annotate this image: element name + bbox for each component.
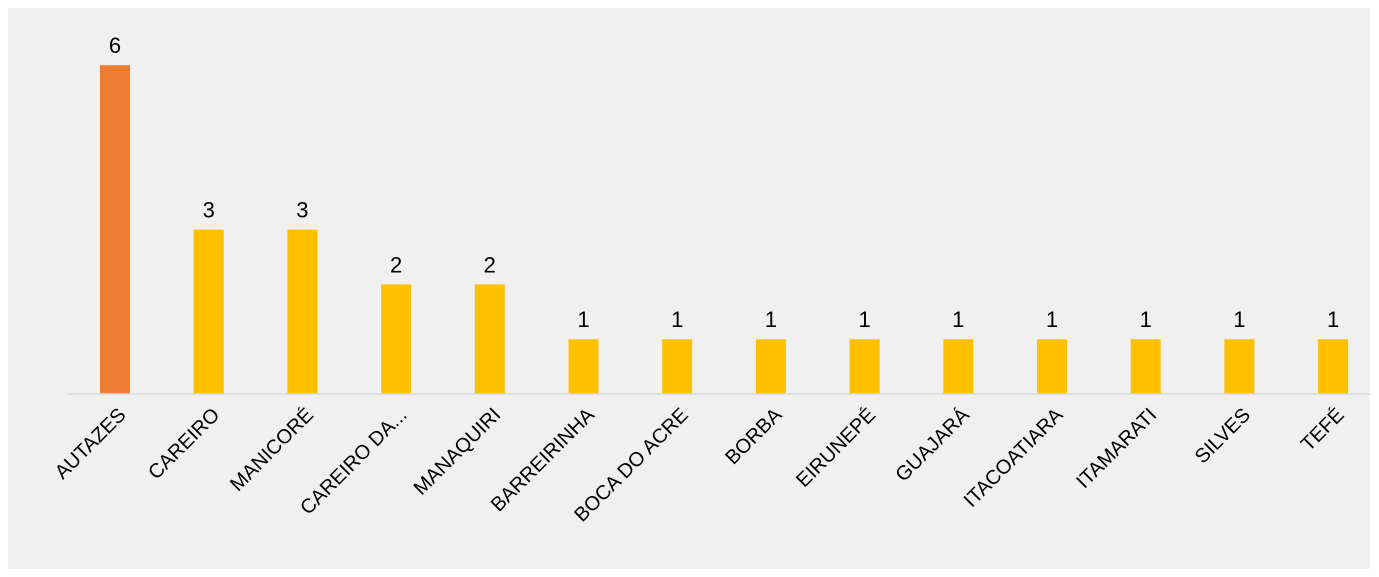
data-label-manaquiri: 2 <box>484 252 496 277</box>
bar-itamarati <box>1130 339 1161 394</box>
bar-autazes <box>100 65 130 394</box>
data-label-barreirinha: 1 <box>577 307 589 332</box>
x-tick-label-tefe: TEFÉ <box>1296 403 1348 455</box>
data-label-silves: 1 <box>1233 307 1245 332</box>
bar-guajara <box>943 339 974 394</box>
data-label-itacoatiara: 1 <box>1046 307 1058 332</box>
bar-boca-do-acre <box>662 339 693 394</box>
data-labels-group: 6 3 3 2 2 1 1 1 1 1 1 1 1 1 <box>109 33 1339 332</box>
chart-area: 6 3 3 2 2 1 1 1 1 1 1 1 1 1 AUTAZES CAREIRO MANICORÉ CAR… <box>8 8 1370 569</box>
bars-group <box>100 65 1349 394</box>
x-tick-label-itacoatiara: ITACOATIARA <box>960 404 1068 512</box>
x-tick-label-autazes: AUTAZES <box>51 404 131 484</box>
x-tick-label-guajara: GUAJARÁ <box>891 403 975 487</box>
x-tick-label-manicore: MANICORÉ <box>225 403 317 495</box>
data-label-careiro: 3 <box>203 198 215 223</box>
x-tick-label-careiro: CAREIRO <box>144 404 224 484</box>
data-label-borba: 1 <box>765 307 777 332</box>
bar-chart: 6 3 3 2 2 1 1 1 1 1 1 1 1 1 AUTAZES CAREIRO MANICORÉCAR… <box>51 33 1370 527</box>
bar-manaquiri <box>474 284 505 394</box>
data-label-manicore: 3 <box>296 198 308 223</box>
data-label-tefe: 1 <box>1327 307 1339 332</box>
bar-barreirinha <box>568 339 599 394</box>
bar-eirunepe <box>849 339 880 394</box>
x-tick-label-borba: BORBA <box>721 404 787 470</box>
data-label-careiro-da: 2 <box>390 252 402 277</box>
bar-borba <box>755 339 786 394</box>
data-label-boca-do-acre: 1 <box>671 307 683 332</box>
x-tick-label-eirunepe: EIRUNEPÉ <box>792 403 881 492</box>
data-label-itamarati: 1 <box>1140 307 1152 332</box>
data-label-autazes: 6 <box>109 33 121 58</box>
x-tick-label-silves: SILVES <box>1191 404 1255 468</box>
bar-careiro <box>193 229 224 394</box>
data-label-eirunepe: 1 <box>858 307 870 332</box>
x-tick-label-manaquiri: MANAQUIRI <box>410 404 506 500</box>
bar-tefe <box>1318 339 1349 394</box>
data-label-guajara: 1 <box>952 307 964 332</box>
bar-careiro-da <box>381 284 412 394</box>
bar-manicore <box>287 229 318 394</box>
x-tick-label-itamarati: ITAMARATI <box>1072 404 1161 493</box>
bar-itacoatiara <box>1037 339 1067 394</box>
bar-silves <box>1224 339 1255 394</box>
